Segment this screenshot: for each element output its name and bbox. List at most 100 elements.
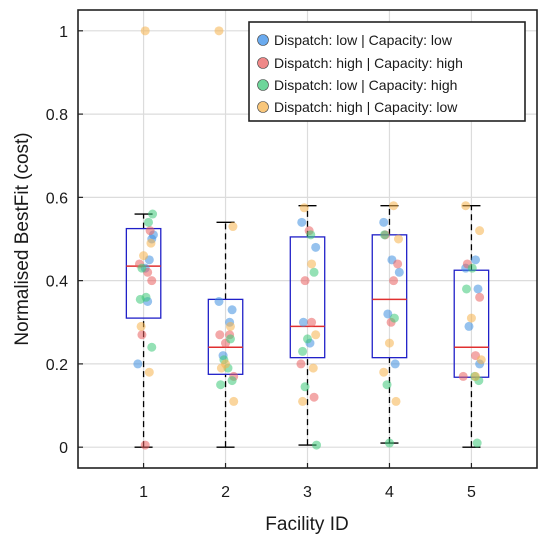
data-point bbox=[225, 321, 235, 331]
data-point bbox=[390, 359, 400, 369]
legend-entry: Dispatch: low | Capacity: high bbox=[257, 77, 457, 93]
data-point bbox=[458, 371, 468, 381]
data-point bbox=[216, 380, 226, 390]
legend-entry: Dispatch: high | Capacity: low bbox=[257, 99, 458, 115]
data-point bbox=[394, 267, 404, 277]
y-axis-title: Normalised BestFit (cost) bbox=[12, 132, 33, 345]
data-point bbox=[137, 263, 147, 273]
legend-marker bbox=[257, 34, 269, 46]
data-point bbox=[298, 317, 308, 327]
data-point bbox=[147, 276, 157, 286]
data-point bbox=[227, 305, 237, 315]
data-point bbox=[383, 309, 393, 319]
data-point bbox=[312, 440, 322, 450]
data-point bbox=[296, 359, 306, 369]
legend-label: Dispatch: low | Capacity: high bbox=[274, 77, 457, 93]
data-point bbox=[311, 330, 321, 340]
data-point bbox=[133, 359, 143, 369]
legend-entry: Dispatch: high | Capacity: high bbox=[257, 55, 463, 71]
y-tick-label: 1 bbox=[59, 24, 68, 41]
data-point bbox=[461, 201, 471, 211]
data-point bbox=[471, 255, 481, 265]
legend-label: Dispatch: high | Capacity: low bbox=[274, 99, 458, 115]
data-point bbox=[311, 242, 321, 252]
data-point bbox=[379, 217, 389, 227]
data-point bbox=[146, 238, 156, 248]
x-tick-label: 2 bbox=[221, 484, 230, 501]
data-point bbox=[298, 346, 308, 356]
data-point bbox=[379, 367, 389, 377]
data-point bbox=[139, 251, 149, 261]
y-tick-label: 0.4 bbox=[46, 274, 68, 291]
data-point bbox=[214, 296, 224, 306]
data-point bbox=[145, 226, 155, 236]
series-points bbox=[135, 209, 484, 450]
y-tick-label: 0.2 bbox=[46, 357, 68, 374]
data-point bbox=[143, 217, 153, 227]
y-tick-label: 0 bbox=[59, 440, 68, 457]
data-point bbox=[384, 438, 394, 448]
data-point bbox=[147, 342, 157, 352]
data-point bbox=[228, 222, 238, 232]
data-point bbox=[466, 313, 476, 323]
box-body bbox=[207, 298, 244, 375]
data-point bbox=[307, 317, 317, 327]
data-point bbox=[393, 234, 403, 244]
data-point bbox=[472, 438, 482, 448]
data-point bbox=[215, 330, 225, 340]
x-tick-labels: 1 2 3 4 5 bbox=[139, 484, 476, 501]
data-point bbox=[309, 267, 319, 277]
data-point bbox=[300, 276, 310, 286]
data-point bbox=[300, 382, 310, 392]
data-point bbox=[137, 330, 147, 340]
x-tick-label: 3 bbox=[303, 484, 312, 501]
series-points bbox=[133, 217, 485, 369]
data-point bbox=[389, 313, 399, 323]
data-point bbox=[303, 334, 312, 344]
x-tick-label: 5 bbox=[467, 484, 476, 501]
data-point bbox=[136, 321, 146, 331]
data-point bbox=[382, 380, 392, 390]
data-point bbox=[214, 26, 224, 36]
series-points bbox=[134, 226, 485, 450]
data-point bbox=[298, 396, 308, 406]
legend-box bbox=[248, 21, 526, 122]
x-tick-label: 1 bbox=[139, 484, 148, 501]
y-tick-label: 0.8 bbox=[46, 107, 68, 124]
x-axis-title: Facility ID bbox=[265, 514, 348, 535]
box-body bbox=[125, 227, 162, 319]
data-point bbox=[221, 359, 231, 369]
legend-entry: Dispatch: low | Capacity: low bbox=[257, 32, 453, 48]
data-point bbox=[148, 209, 158, 219]
y-tick-labels: 0 0.2 0.4 0.6 0.8 1 bbox=[46, 24, 68, 457]
data-point bbox=[391, 396, 401, 406]
data-point bbox=[462, 284, 472, 294]
data-point bbox=[227, 376, 237, 386]
data-point bbox=[476, 355, 486, 365]
legend: Dispatch: low | Capacity: low Dispatch: … bbox=[248, 21, 526, 122]
data-point bbox=[229, 396, 239, 406]
series-points bbox=[136, 26, 486, 406]
data-point bbox=[306, 230, 316, 240]
data-point bbox=[307, 259, 317, 269]
legend-marker bbox=[257, 57, 269, 69]
data-point bbox=[308, 363, 318, 373]
box-4 bbox=[371, 204, 408, 444]
data-point bbox=[475, 226, 485, 236]
legend-marker bbox=[257, 79, 269, 91]
data-point bbox=[464, 321, 474, 331]
data-point bbox=[393, 259, 403, 269]
data-point bbox=[140, 26, 150, 36]
data-point bbox=[384, 338, 394, 348]
box-2 bbox=[207, 221, 244, 448]
y-tick-label: 0.6 bbox=[46, 190, 68, 207]
data-point bbox=[140, 440, 150, 450]
data-point bbox=[225, 334, 235, 344]
data-point bbox=[471, 371, 481, 381]
data-point bbox=[144, 367, 154, 377]
data-point bbox=[380, 230, 390, 240]
data-point bbox=[389, 201, 399, 211]
data-point bbox=[475, 292, 485, 302]
data-point bbox=[141, 292, 151, 302]
